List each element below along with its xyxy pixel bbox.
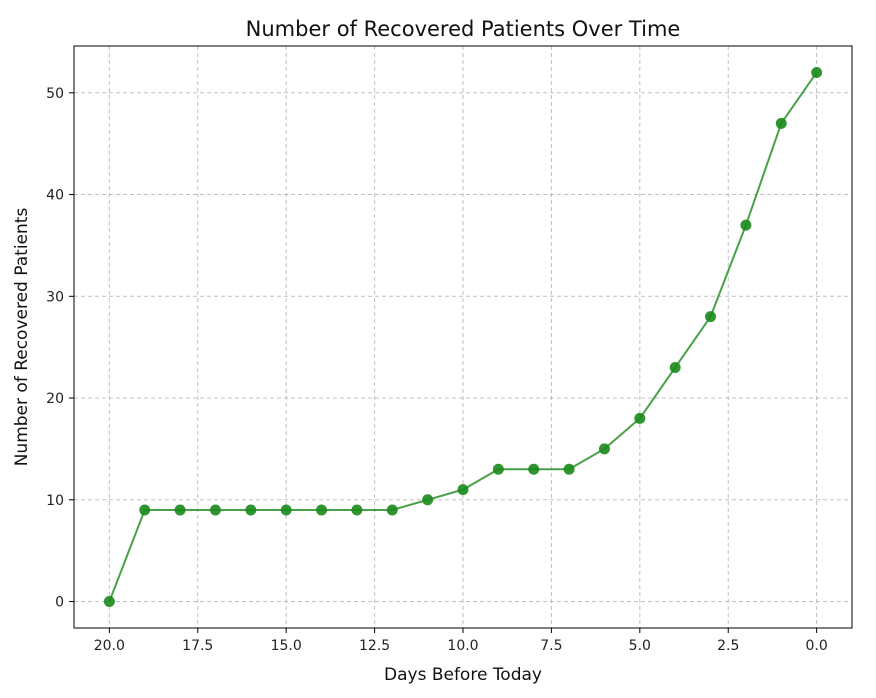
plot-area-frame — [73, 45, 853, 629]
x-tick-label: 5.0 — [629, 638, 651, 654]
x-tick-label: 10.0 — [447, 638, 478, 654]
series — [103, 66, 823, 608]
x-axis-label: Days Before Today — [384, 665, 542, 685]
data-point — [209, 504, 221, 516]
x-tick-label: 0.0 — [806, 638, 828, 654]
data-point — [775, 117, 787, 129]
x-tick-label: 17.5 — [182, 638, 213, 654]
data-point — [669, 362, 681, 374]
data-point — [245, 504, 257, 516]
y-tick-label: 40 — [46, 188, 64, 204]
data-point — [174, 504, 186, 516]
data-point — [740, 219, 752, 231]
chart-title: Number of Recovered Patients Over Time — [246, 17, 681, 41]
data-point — [563, 463, 575, 475]
data-point — [386, 504, 398, 516]
data-point — [634, 412, 646, 424]
y-tick-label: 10 — [46, 493, 64, 509]
data-point — [351, 504, 363, 516]
data-point — [528, 463, 540, 475]
data-point — [811, 66, 823, 78]
data-point — [139, 504, 151, 516]
grid — [74, 46, 852, 628]
data-point — [422, 494, 434, 506]
x-tick-label: 20.0 — [94, 638, 125, 654]
y-tick-label: 50 — [46, 86, 64, 102]
data-point — [103, 596, 115, 608]
ticks: 20.0 17.5 15.0 12.5 10.0 7.5 5.0 2.5 0.0 0 10 20 30 4… — [46, 86, 828, 654]
data-point — [457, 484, 469, 496]
x-tick-label: 2.5 — [717, 638, 739, 654]
data-point — [598, 443, 610, 455]
y-axis-label: Number of Recovered Patients — [12, 208, 32, 467]
x-tick-label: 15.0 — [271, 638, 302, 654]
y-tick-label: 20 — [46, 391, 64, 407]
data-point — [316, 504, 328, 516]
x-tick-label: 12.5 — [359, 638, 390, 654]
y-tick-label: 30 — [46, 289, 64, 305]
data-point — [280, 504, 292, 516]
x-tick-label: 7.5 — [540, 638, 562, 654]
data-point — [705, 311, 717, 323]
y-tick-label: 0 — [55, 595, 64, 611]
data-point — [492, 463, 504, 475]
